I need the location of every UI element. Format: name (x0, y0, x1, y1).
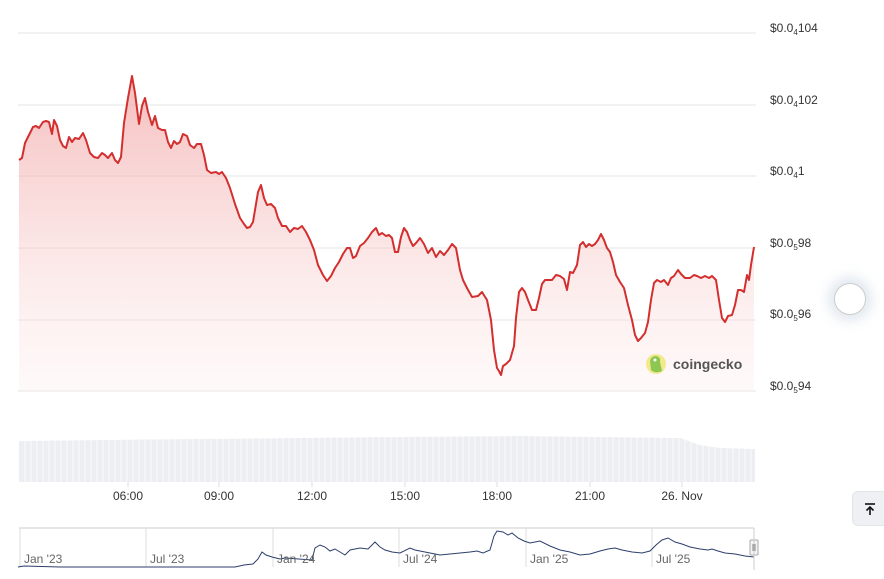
y-tick-label: $0.04102 (770, 93, 818, 109)
navigator-label: Jan '25 (530, 552, 569, 566)
x-tick-label: 12:00 (296, 489, 328, 503)
x-tick-label: 09:00 (203, 489, 235, 503)
x-tick-label: 15:00 (389, 489, 421, 503)
volume-bar-separators (24, 436, 752, 482)
arrow-up-to-line-icon (865, 502, 875, 515)
navigator-label: Jul '23 (150, 552, 185, 566)
price-line (18, 75, 755, 376)
navigator-label: Jan '23 (24, 552, 63, 566)
navigator-line (17, 530, 755, 568)
x-tick-label: 21:00 (574, 489, 606, 503)
volume-bars (19, 436, 755, 482)
y-tick-label: $0.0594 (770, 379, 812, 395)
coingecko-watermark: coingecko (645, 353, 742, 375)
navigator-label: Jul '25 (656, 552, 691, 566)
navigator-label: Jul '24 (403, 552, 438, 566)
navigator-label: Jan '24 (277, 552, 316, 566)
y-tick-label: $0.0598 (770, 236, 812, 252)
x-tick-label: 26. Nov (661, 489, 703, 503)
x-tick-label: 18:00 (481, 489, 513, 503)
scroll-to-top-button[interactable] (852, 491, 884, 526)
gecko-logo-icon (646, 354, 666, 374)
y-tick-label: $0.041 (770, 164, 805, 180)
price-area (19, 76, 754, 391)
navigator (17, 527, 759, 570)
y-tick-label: $0.0596 (770, 307, 812, 323)
x-tick-label: 06:00 (112, 489, 144, 503)
x-axis-ticks (127, 482, 683, 487)
y-tick-label: $0.04104 (770, 21, 818, 37)
scroll-knob[interactable] (834, 283, 866, 315)
